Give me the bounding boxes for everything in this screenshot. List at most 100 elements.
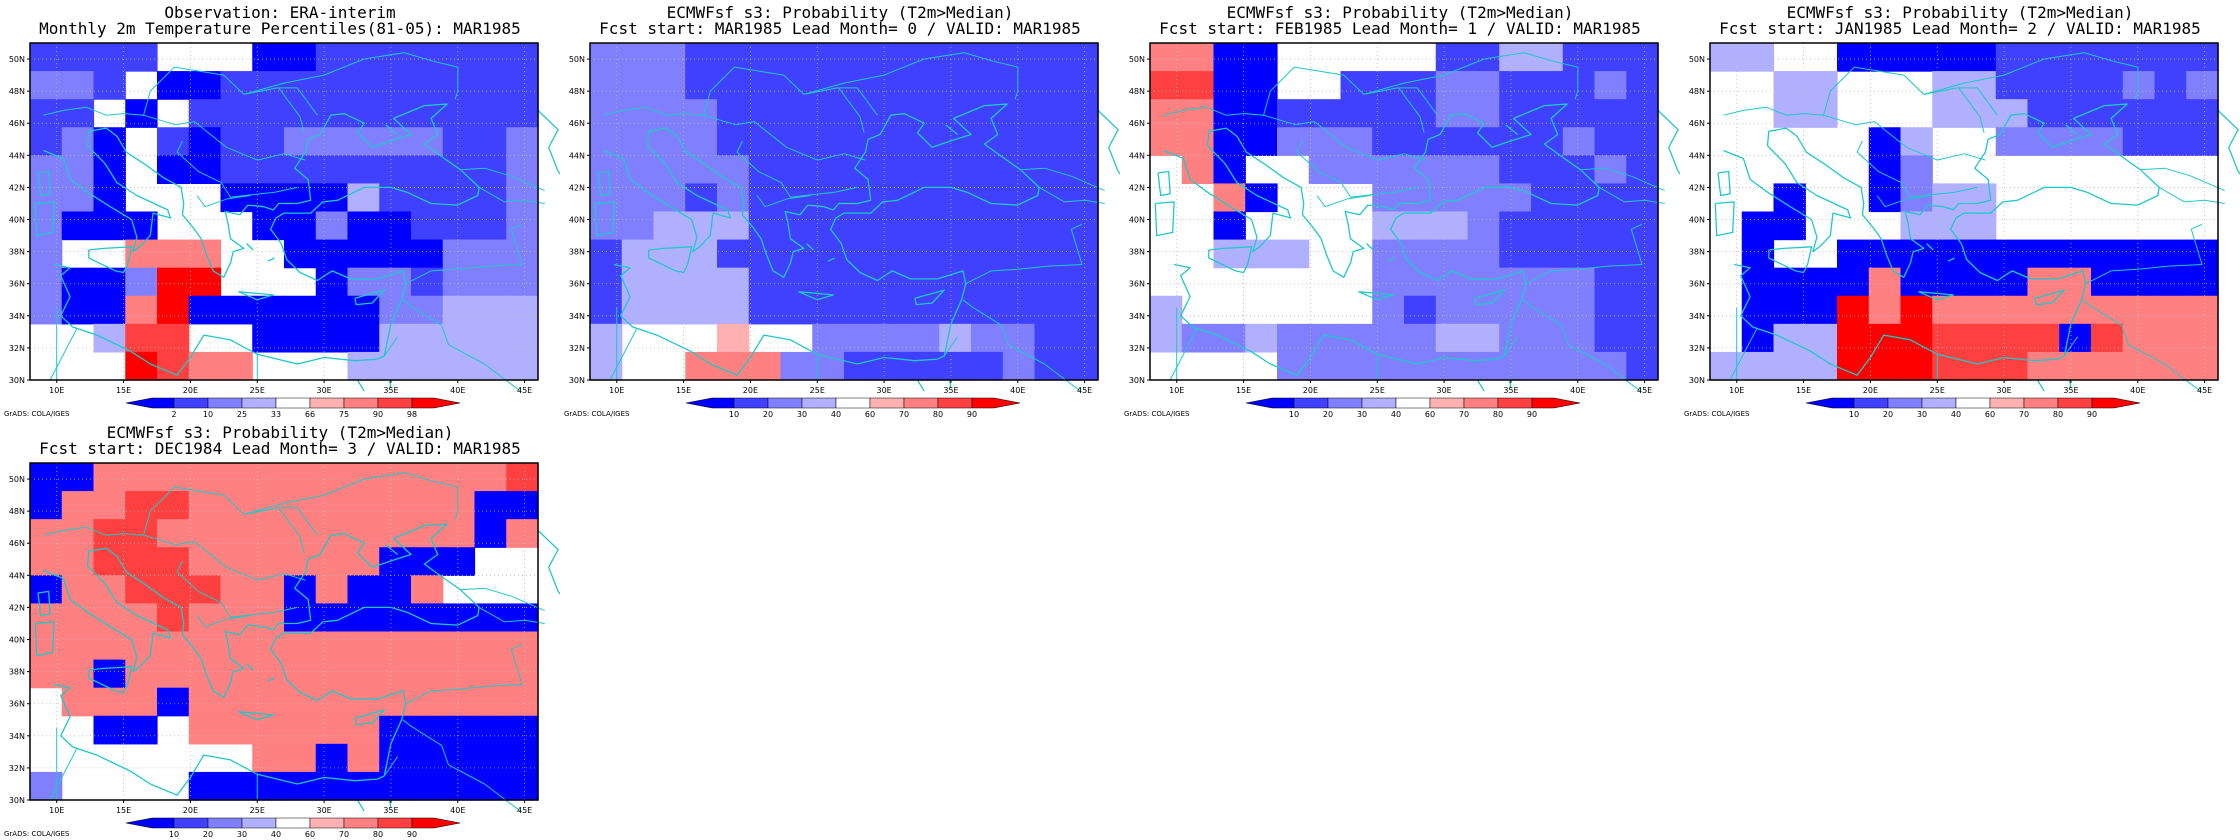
map-cell xyxy=(2027,267,2060,297)
map-cell xyxy=(590,71,623,100)
map-cell xyxy=(506,155,539,185)
map-cell xyxy=(506,351,539,381)
country-border xyxy=(278,87,305,134)
map-cell xyxy=(347,211,380,241)
map-cell xyxy=(506,295,539,325)
map-cell xyxy=(442,295,476,325)
map-cell xyxy=(379,547,412,576)
country-border xyxy=(402,719,521,812)
map-cell xyxy=(347,687,380,717)
coastline xyxy=(356,379,365,392)
lon-tick-label: 25E xyxy=(1930,386,1945,395)
map-cell xyxy=(411,295,444,325)
map-cell xyxy=(1499,43,1532,72)
coastlines xyxy=(1154,103,1680,392)
lon-tick-label: 30E xyxy=(316,386,331,395)
map-cell xyxy=(30,463,63,492)
map-cell xyxy=(220,771,253,801)
map-cell xyxy=(93,631,126,661)
country-border xyxy=(1823,114,1986,161)
colorbar-bin xyxy=(1245,397,1295,409)
map-gridlines xyxy=(1150,43,1658,381)
map-cell xyxy=(2091,295,2124,325)
country-border xyxy=(962,299,1081,392)
map-cell xyxy=(188,351,222,381)
map-cell xyxy=(157,463,190,492)
map-cell xyxy=(875,267,909,297)
map-cell xyxy=(188,463,222,492)
map-cell xyxy=(717,71,750,100)
map-cell xyxy=(1034,267,1067,297)
lon-tick-label: 20E xyxy=(183,806,198,815)
map-cell xyxy=(347,127,380,156)
map-cell xyxy=(157,127,190,156)
map-cell xyxy=(157,71,190,100)
map-cell xyxy=(1531,351,1564,381)
lat-tick-label: 34N xyxy=(9,732,25,741)
map-cell xyxy=(125,267,158,297)
map-cell xyxy=(315,155,349,185)
colorbar-bin xyxy=(937,397,973,409)
country-border xyxy=(1263,114,1426,161)
colorbar-label: 80 xyxy=(373,830,383,839)
colorbar-bin xyxy=(1805,397,1855,409)
map-cell xyxy=(220,519,253,548)
lat-tick-label: 30N xyxy=(1129,376,1145,385)
map-cell xyxy=(1404,351,1437,381)
map-cell xyxy=(2027,127,2060,156)
map-cell xyxy=(411,155,444,185)
map-cell xyxy=(284,183,317,213)
coastlines xyxy=(34,523,560,812)
map-panel-lead2: 30N 32N 34N 36N 38N 40N 42N 44N 46N 48N 50N 10E 15E 2… xyxy=(1680,0,2240,420)
map-cell xyxy=(1995,43,2029,72)
map-cell xyxy=(1868,295,1902,325)
lon-tick-label: 40E xyxy=(450,386,465,395)
map-cell xyxy=(717,127,750,156)
country-border xyxy=(43,486,318,536)
map-cell xyxy=(590,43,623,72)
map-cell xyxy=(971,323,1004,353)
coastline xyxy=(356,799,365,812)
map-cell xyxy=(379,463,412,492)
map-cell xyxy=(1626,295,1659,325)
map-cell xyxy=(1002,127,1036,156)
map-cell xyxy=(1435,295,1469,325)
lon-tick-label: 45E xyxy=(1077,386,1092,395)
lat-tick-label: 40N xyxy=(1689,216,1705,225)
map-cell xyxy=(621,295,655,325)
map-cell xyxy=(1404,211,1437,241)
colorbar-label: 70 xyxy=(2019,410,2029,419)
map-cell xyxy=(1435,43,1469,72)
coastlines xyxy=(594,103,1120,392)
lat-tick-label: 34N xyxy=(569,312,585,321)
country-border xyxy=(736,140,858,198)
map-cell xyxy=(971,99,1004,128)
map-cell xyxy=(379,267,412,297)
map-cell xyxy=(1404,127,1437,156)
coastline xyxy=(948,379,952,389)
map-cell xyxy=(284,547,317,576)
map-cell xyxy=(411,631,444,661)
map-cell xyxy=(411,603,444,633)
map-cell xyxy=(1995,267,2029,297)
lat-tick-label: 30N xyxy=(9,796,25,805)
map-cell xyxy=(1773,211,1806,241)
map-cell xyxy=(220,99,253,128)
map-cell xyxy=(1499,211,1532,241)
map-cell xyxy=(506,491,539,520)
map-cell xyxy=(653,43,686,72)
map-cell xyxy=(125,687,158,717)
map-cell xyxy=(474,351,507,381)
lat-tick-label: 50N xyxy=(569,55,585,64)
colorbar-label: 66 xyxy=(305,410,315,419)
map-cell xyxy=(1594,267,1627,297)
country-border xyxy=(2085,223,2203,285)
colorbar-bin xyxy=(1853,397,1889,409)
map-cell xyxy=(1837,267,1870,297)
map-cell xyxy=(2154,351,2187,381)
country-border xyxy=(1525,223,1643,285)
coastline xyxy=(34,201,55,237)
colorbar-label: 10 xyxy=(203,410,213,419)
map-cell xyxy=(1868,155,1902,185)
lat-tick-label: 50N xyxy=(9,475,25,484)
